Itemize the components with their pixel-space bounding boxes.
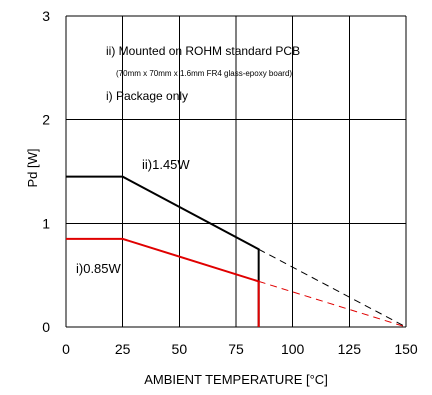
y-axis-title: Pd [W] — [25, 148, 40, 187]
y-tick-label: 2 — [42, 112, 50, 128]
y-tick-label: 1 — [42, 215, 50, 231]
note-pcb-spec: (70mm x 70mm x 1.6mm FR4 glass-epoxy boa… — [116, 69, 292, 78]
x-tick-label: 150 — [394, 341, 418, 357]
x-tick-label: 25 — [115, 341, 131, 357]
series-extrapolation-1 — [258, 280, 407, 328]
series-extrapolation-0 — [258, 248, 407, 328]
x-tick-label: 100 — [281, 341, 305, 357]
x-tick-label: 0 — [62, 341, 70, 357]
series-label-package: i)0.85W — [76, 261, 122, 276]
x-tick-label: 125 — [338, 341, 362, 357]
series-label-pcb: ii)1.45W — [142, 157, 190, 172]
note-pcb-mounted: ii) Mounted on ROHM standard PCB — [106, 44, 300, 58]
grid — [65, 15, 407, 328]
y-tick-label: 0 — [42, 319, 50, 335]
x-axis-title: AMBIENT TEMPERATURE [°C] — [144, 372, 328, 387]
x-tick-label: 75 — [228, 341, 244, 357]
x-tick-label: 50 — [172, 341, 188, 357]
y-tick-label: 3 — [42, 8, 50, 24]
tick-labels: 0 25 50 75 100 125 150 0 1 2 3 — [42, 8, 418, 357]
series-line-1 — [66, 237, 260, 327]
note-package-only: i) Package only — [106, 89, 188, 103]
series-lines — [66, 175, 407, 328]
